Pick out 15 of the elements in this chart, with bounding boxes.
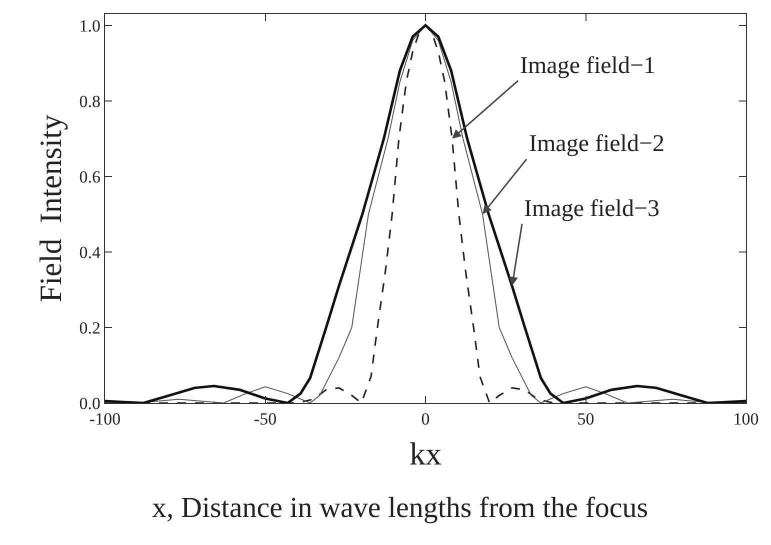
y-tick-label: 0.8 — [79, 92, 100, 111]
x-tick-label: 100 — [733, 410, 759, 428]
y-tick-label: 0.2 — [79, 318, 100, 338]
annotation: Image field−2 — [529, 131, 664, 157]
x-tick-label: -50 — [254, 410, 277, 428]
annotation: Image field−3 — [524, 196, 660, 222]
x-tick-label: 50 — [577, 410, 594, 428]
y-tick-label: 0.4 — [79, 242, 101, 262]
y-tick-label: 1.0 — [79, 16, 100, 36]
y-axis-title: Field Intensity — [32, 114, 68, 302]
y-tick-label: 0.6 — [79, 167, 100, 186]
annotation: Image field−1 — [520, 53, 656, 79]
x-axis-title: kx — [410, 435, 442, 472]
text: x, Distance in wave lengths from the focus — [152, 492, 648, 524]
x-tick-label: 0 — [421, 410, 430, 428]
